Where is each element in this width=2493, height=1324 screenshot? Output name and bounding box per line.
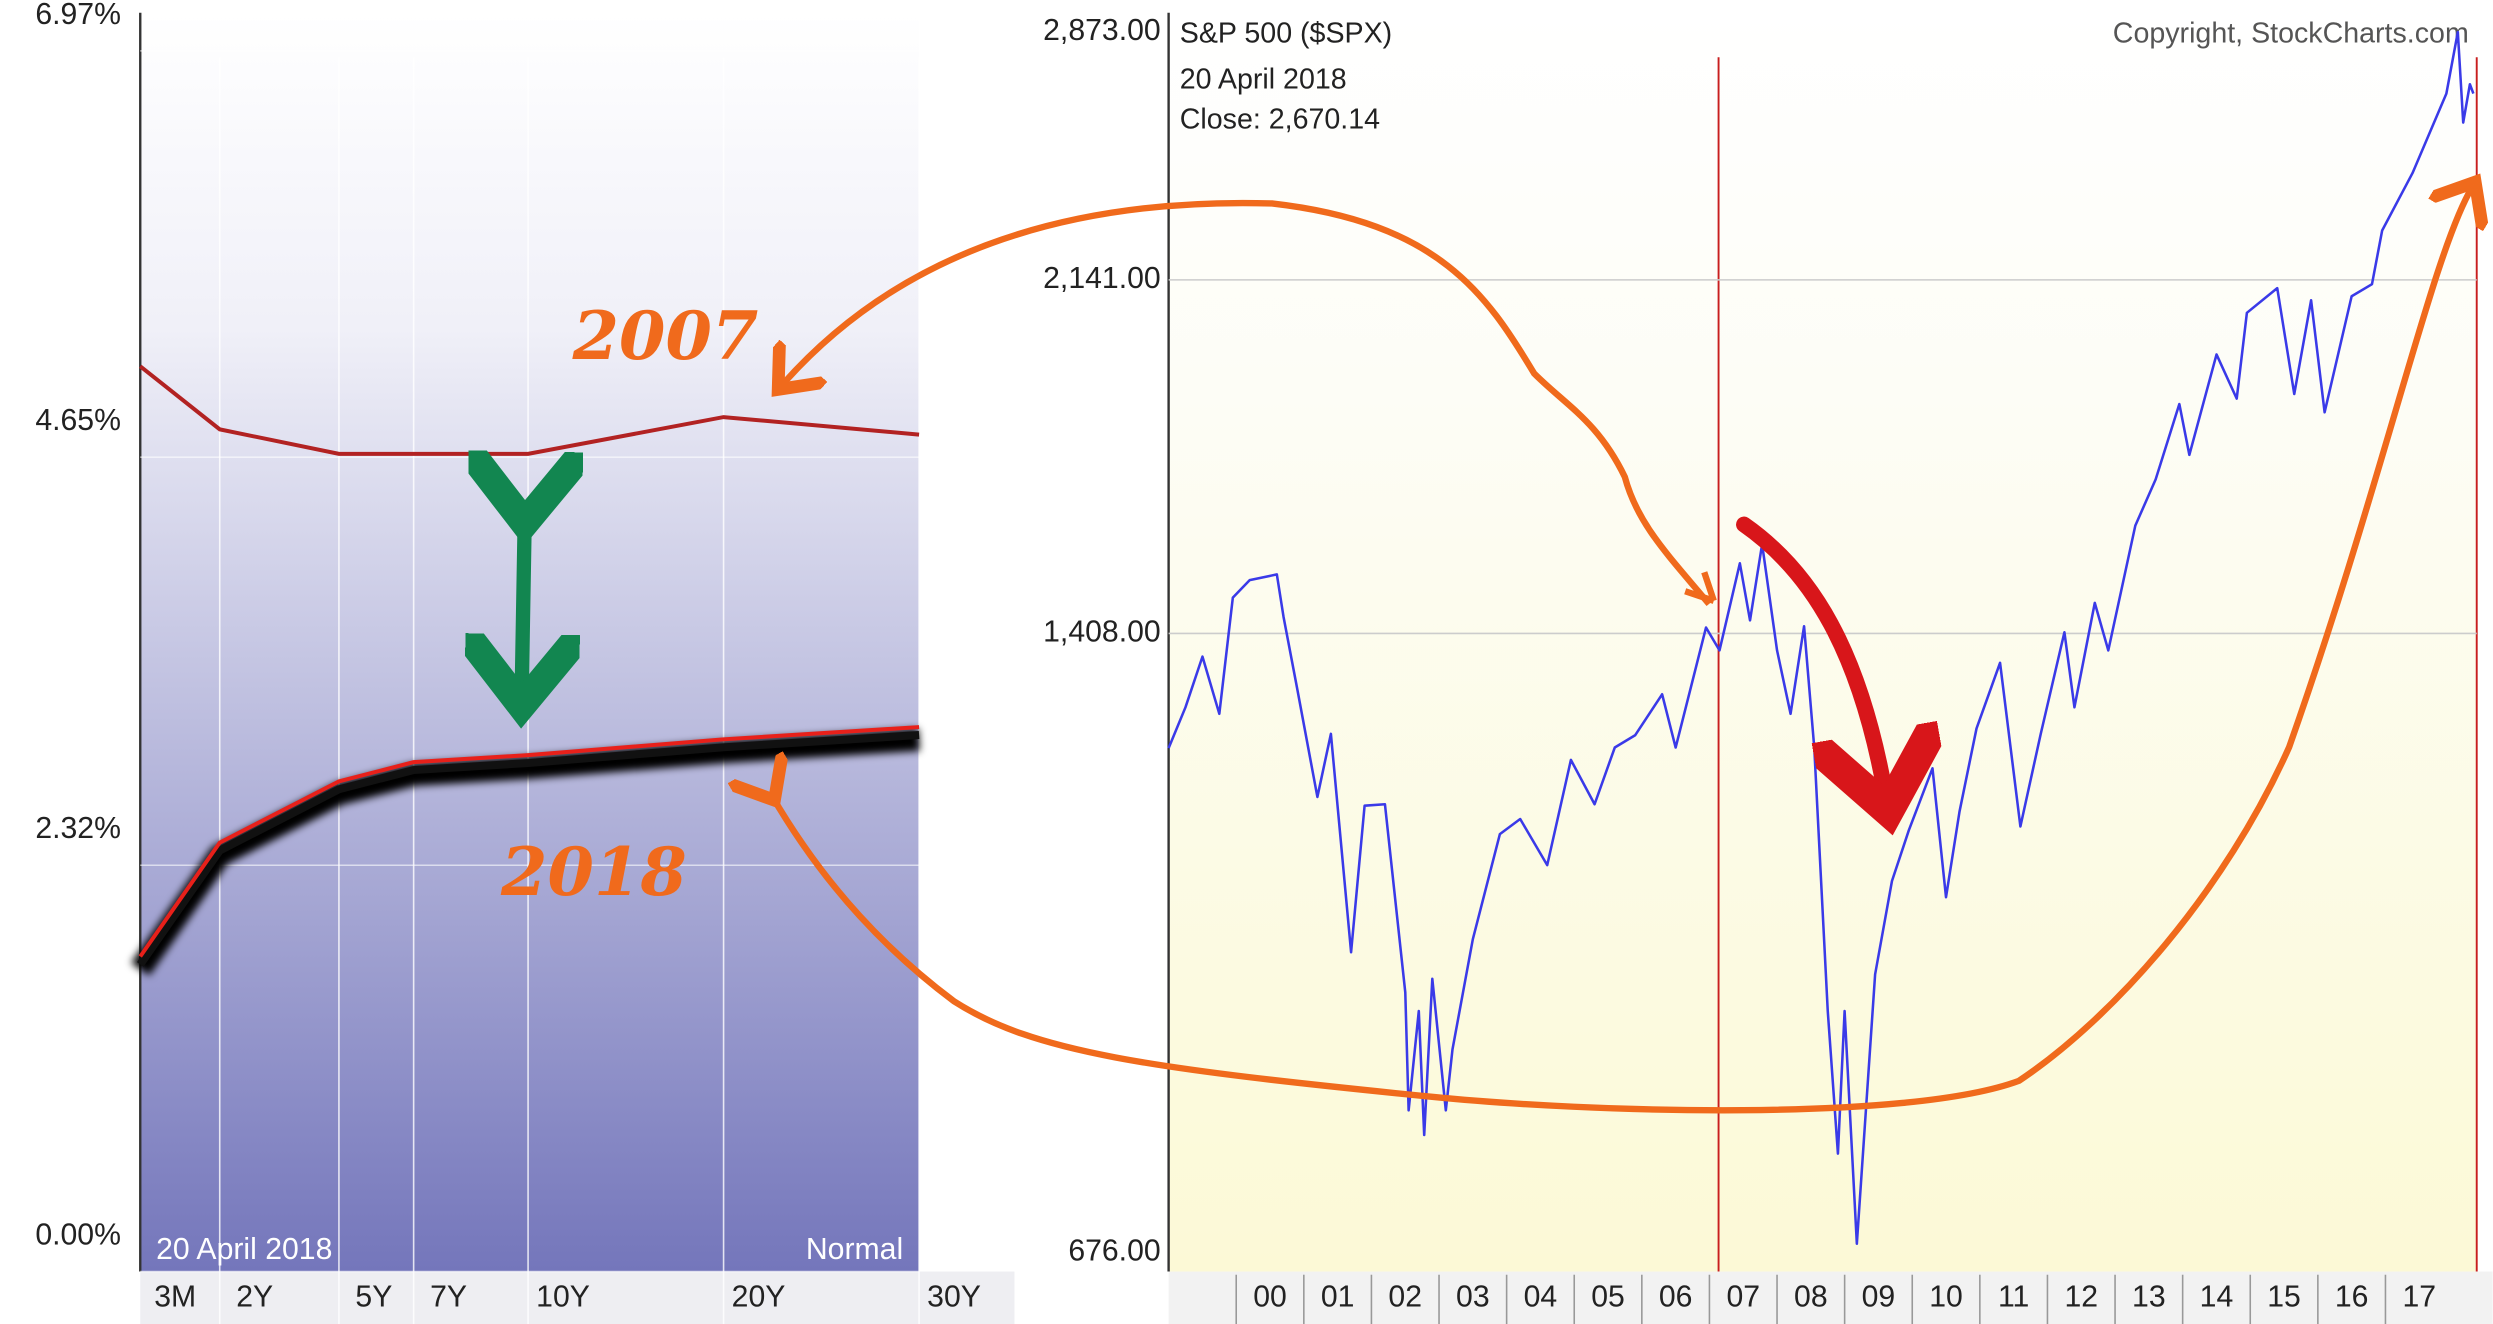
double-arrow xyxy=(522,509,525,692)
x-tick-label: 10Y xyxy=(536,1281,590,1314)
sp500-panel: S&P 500 ($SPX) 20 April 2018 Close: 2,67… xyxy=(1043,12,2493,1324)
x-tick-label: 06 xyxy=(1659,1281,1693,1314)
x-tick-label: 11 xyxy=(1998,1281,2029,1314)
x-tick-label: 7Y xyxy=(430,1281,467,1314)
x-tick-label: 15 xyxy=(2267,1281,2301,1314)
date-label: 20 April 2018 xyxy=(1180,64,1347,96)
close-label: Close: 2,670.14 xyxy=(1180,103,1380,135)
copyright: Copyright, StockCharts.com xyxy=(2113,18,2469,50)
x-tick-label: 14 xyxy=(2200,1281,2234,1314)
plot-background xyxy=(1168,12,2477,1272)
x-axis-strip xyxy=(1168,1271,2493,1324)
x-tick-label: 09 xyxy=(1862,1281,1896,1314)
x-tick-label: 3M xyxy=(154,1281,196,1314)
x-tick-label: 2Y xyxy=(236,1281,273,1314)
y-tick-label: 2,873.00 xyxy=(1043,14,1161,47)
y-tick-label: 1,408.00 xyxy=(1043,615,1161,648)
y-tick-label: 4.65% xyxy=(35,404,121,437)
y-tick-label: 0.00% xyxy=(35,1219,121,1252)
series-line xyxy=(138,725,920,958)
x-tick-label: 13 xyxy=(2132,1281,2166,1314)
x-tick-label: 02 xyxy=(1388,1281,1422,1314)
x-tick-label: 17 xyxy=(2402,1281,2436,1314)
chart-title: S&P 500 ($SPX) xyxy=(1180,18,1392,50)
x-tick-label: 01 xyxy=(1321,1281,1355,1314)
x-tick-label: 08 xyxy=(1794,1281,1828,1314)
arrow xyxy=(1736,516,1885,795)
x-tick-label: 00 xyxy=(1253,1281,1287,1314)
y-tick-label: 6.97% xyxy=(35,0,121,31)
series-label: 2007 xyxy=(572,296,759,375)
x-tick-label: 16 xyxy=(2335,1281,2369,1314)
curve-shape-label: Normal xyxy=(806,1233,903,1266)
hand-annotations: 2007 2018 xyxy=(500,188,2472,1114)
x-tick-label: 20Y xyxy=(732,1281,786,1314)
series-label: 2018 xyxy=(500,832,687,911)
series-line xyxy=(139,364,920,456)
date-label: 20 April 2018 xyxy=(156,1233,332,1266)
y-tick-label: 2.32% xyxy=(35,812,121,845)
x-tick-label: 04 xyxy=(1524,1281,1558,1314)
y-tick-label: 676.00 xyxy=(1068,1234,1160,1267)
x-tick-label: 03 xyxy=(1456,1281,1490,1314)
series-line-core xyxy=(136,731,920,967)
x-tick-label: 12 xyxy=(2064,1281,2098,1314)
x-axis-strip xyxy=(140,1271,1015,1324)
x-tick-label: 07 xyxy=(1726,1281,1760,1314)
x-tick-label: 10 xyxy=(1929,1281,1963,1314)
x-tick-label: 05 xyxy=(1591,1281,1625,1314)
x-tick-label: 30Y xyxy=(927,1281,981,1314)
x-tick-label: 5Y xyxy=(355,1281,392,1314)
y-tick-label: 2,141.00 xyxy=(1043,262,1161,295)
arrow xyxy=(771,188,2472,1114)
